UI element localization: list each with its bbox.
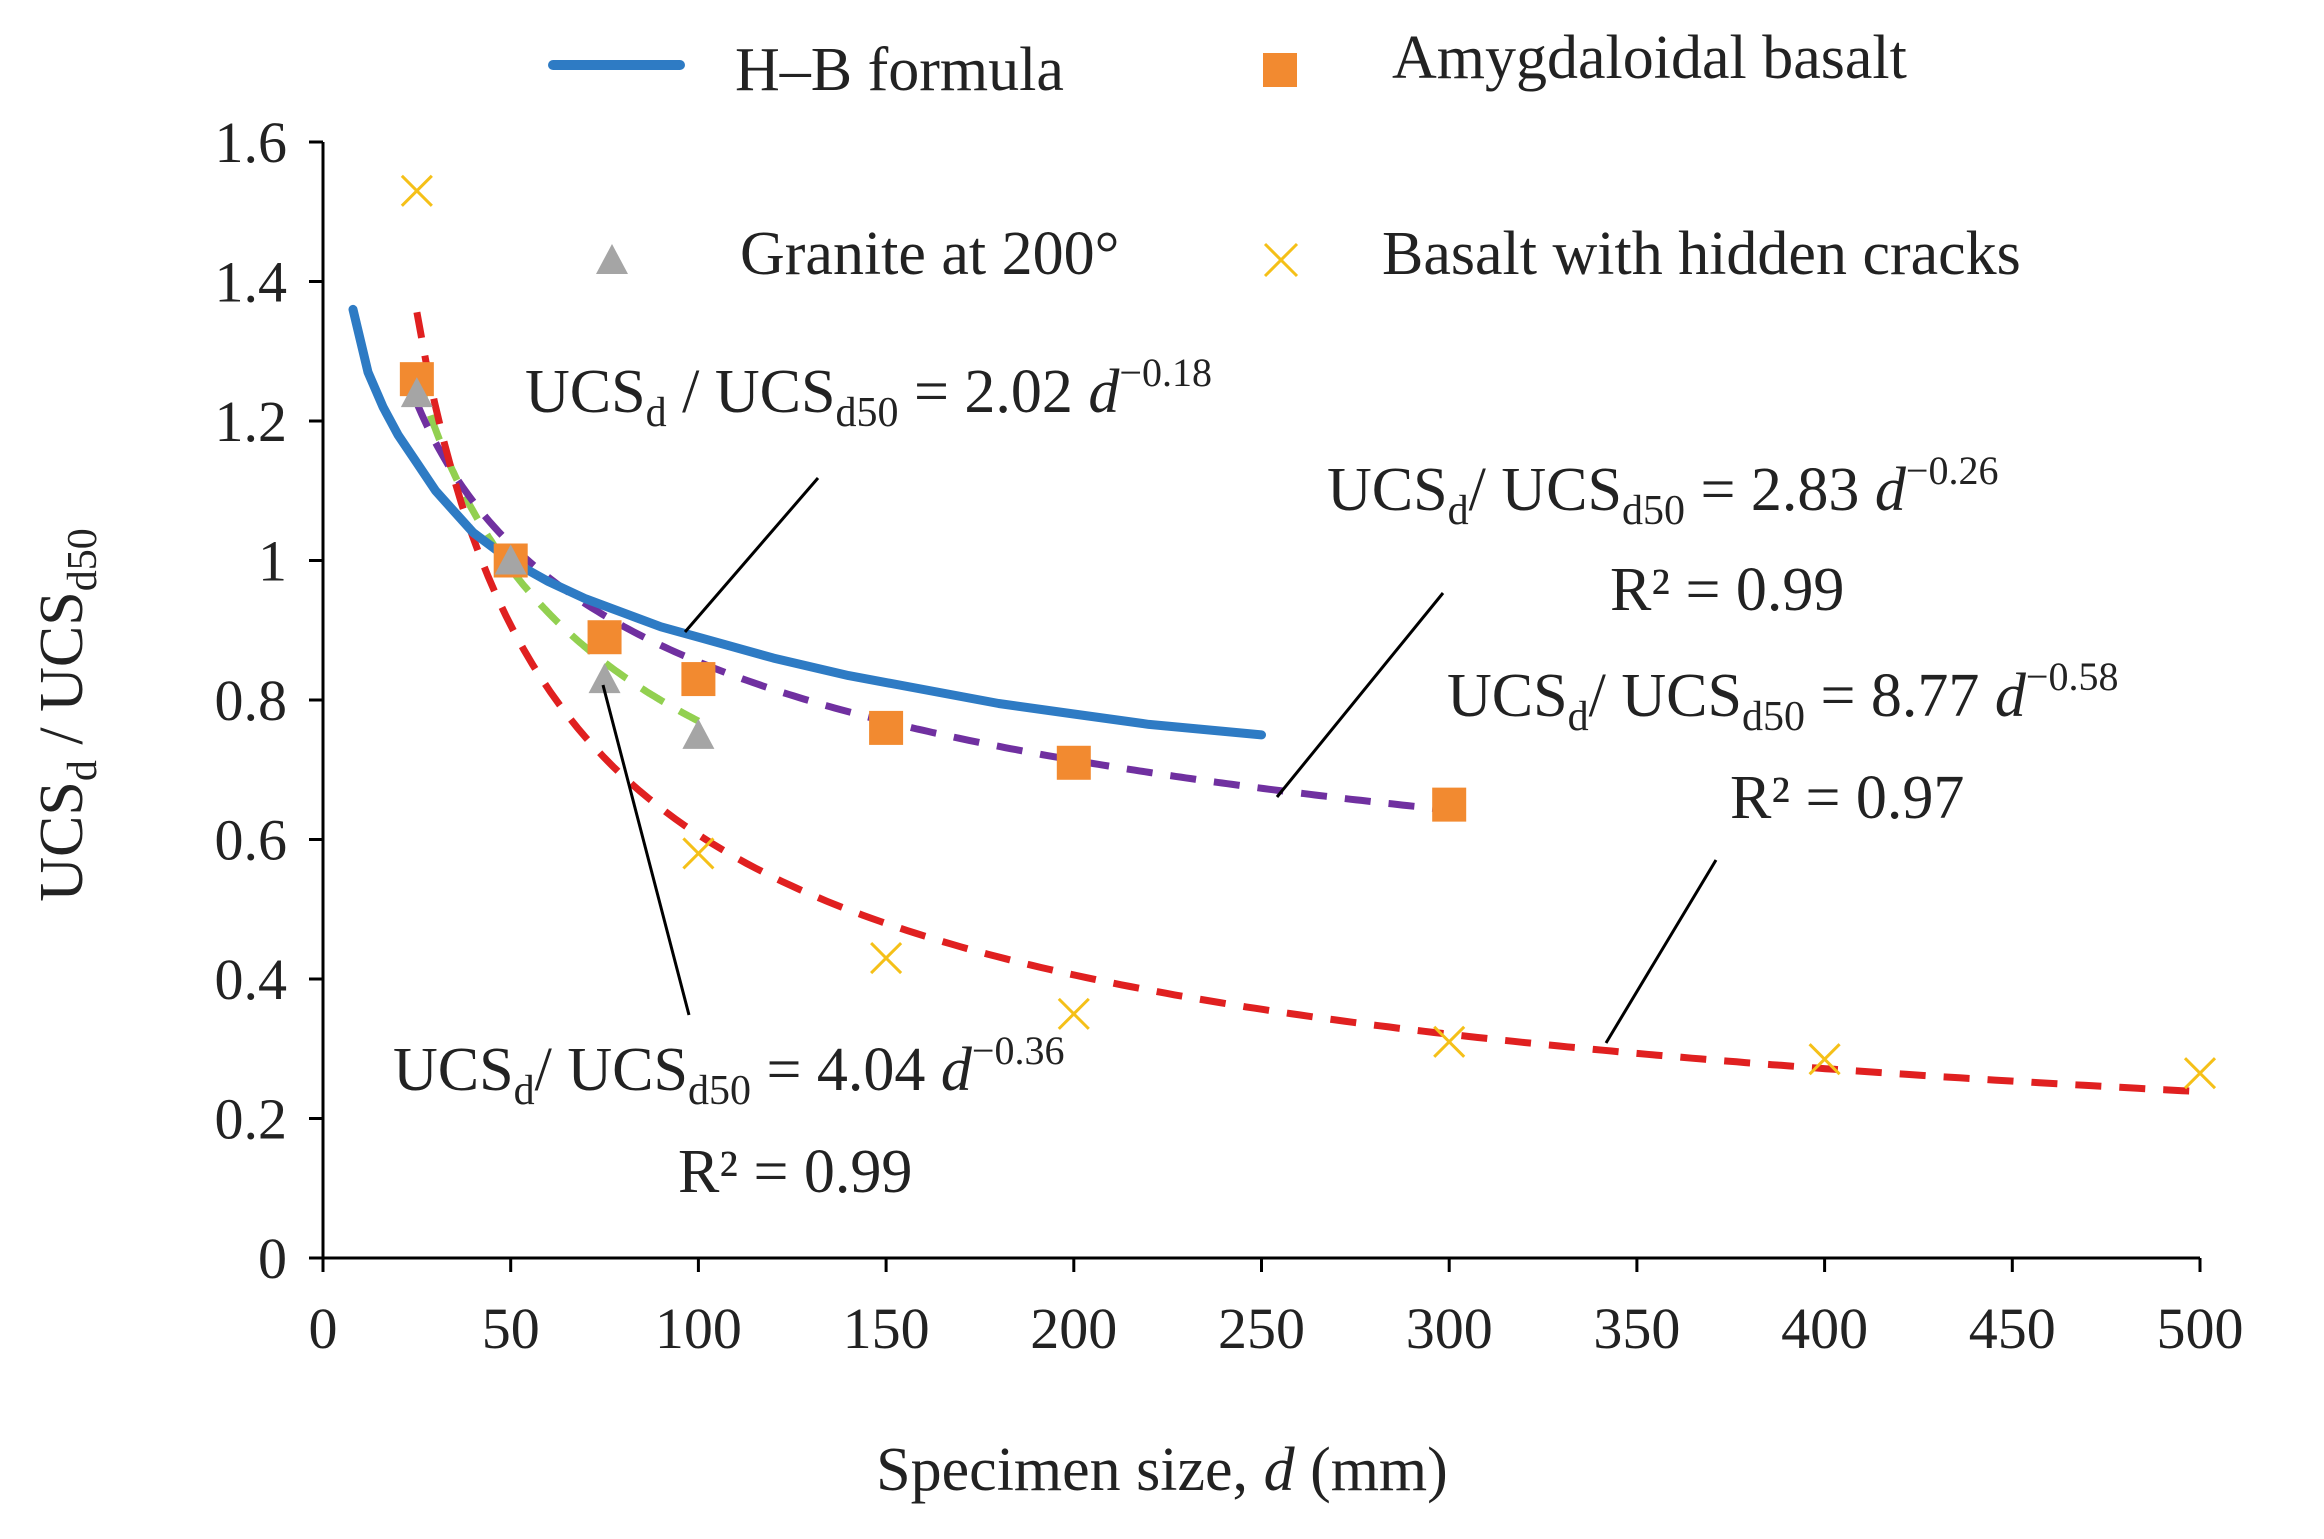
legend-amygdaloidal-swatch (1263, 53, 1297, 87)
r2-hidden-cracks: R² = 0.97 (1730, 764, 1964, 832)
amygdaloidal-basalt-point (587, 620, 622, 655)
y-axis-ticks: 0 0.2 0.4 0.6 0.8 1 1.2 1.4 1.6 (215, 110, 323, 1291)
hidden-cracks-point (870, 942, 903, 975)
hidden-cracks-point (1433, 1025, 1466, 1058)
leader-hb (683, 477, 820, 633)
y-tick-label: 0.2 (215, 1087, 288, 1152)
legend-hidden-cracks-label: Basalt with hidden cracks (1382, 220, 2021, 288)
granite-200-point (400, 377, 433, 408)
x-tick-label: 0 (309, 1296, 338, 1361)
granite-200-point (682, 718, 715, 749)
x-axis-title: Specimen size, d (mm) (876, 1436, 1448, 1504)
leader-granite (601, 684, 691, 1016)
hidden-cracks-point (1057, 997, 1090, 1030)
amygdaloidal-basalt-point (1432, 787, 1467, 822)
y-tick-label: 1.2 (215, 389, 288, 454)
x-tick-label: 100 (655, 1296, 742, 1361)
y-tick-label: 0.8 (215, 668, 288, 733)
eq-amygdaloidal: UCSd/ UCSd50 = 2.83 d−0.26 (1327, 448, 1998, 534)
fit-lines (413, 311, 2201, 1096)
legend-hb-label: H–B formula (735, 36, 1064, 104)
y-axis-title: UCSd / UCSd50 (28, 528, 106, 901)
y-tick-label: 1.4 (215, 250, 288, 315)
hidden-cracks-fit-curve (413, 311, 2201, 1096)
hb-formula-line (348, 304, 1266, 740)
hidden-cracks-point (2183, 1057, 2217, 1090)
y-tick-label: 0.6 (215, 808, 288, 873)
x-tick-label: 200 (1030, 1296, 1117, 1361)
y-tick-label: 0.4 (215, 947, 288, 1012)
equation-annotations: UCSd / UCSd50 = 2.02 d−0.18 UCSd/ UCSd50… (393, 350, 2118, 1206)
legend-granite-swatch (596, 244, 628, 274)
hidden-cracks-point (1808, 1043, 1841, 1076)
leader-hidden-cracks (1604, 859, 1718, 1044)
granite-200-point (588, 663, 621, 694)
hb-formula-curve (348, 304, 1266, 740)
hidden-cracks-point (400, 174, 433, 207)
eq-granite: UCSd/ UCSd50 = 4.04 d−0.36 (393, 1028, 1064, 1114)
x-tick-label: 300 (1406, 1296, 1493, 1361)
r2-granite: R² = 0.99 (678, 1138, 912, 1206)
legend-amygdaloidal-label: Amygdaloidal basalt (1392, 24, 1907, 92)
y-tick-label: 1.6 (215, 110, 288, 175)
amygdaloidal-fit-curve (413, 401, 1450, 814)
x-tick-label: 250 (1218, 1296, 1305, 1361)
amygdaloidal-basalt-point (869, 710, 904, 745)
leader-amygdaloidal (1275, 592, 1445, 798)
annotation-leaders (601, 477, 1718, 1044)
x-tick-label: 400 (1781, 1296, 1868, 1361)
legend-hidden-cracks-swatch (1263, 242, 1299, 278)
y-tick-label: 1 (258, 529, 287, 594)
x-tick-label: 150 (843, 1296, 930, 1361)
x-tick-label: 350 (1593, 1296, 1680, 1361)
x-tick-label: 450 (1969, 1296, 2056, 1361)
eq-hidden-cracks: UCSd/ UCSd50 = 8.77 d−0.58 (1447, 654, 2118, 740)
x-axis-ticks: 0 50 100 150 200 250 300 350 400 450 500 (309, 1258, 2244, 1361)
amygdaloidal-basalt-point (1056, 745, 1091, 780)
eq-hb: UCSd / UCSd50 = 2.02 d−0.18 (525, 350, 1212, 436)
legend: H–B formula Amygdaloidal basalt Granite … (548, 24, 2021, 288)
hidden-cracks-point (682, 837, 715, 870)
x-tick-label: 500 (2157, 1296, 2244, 1361)
x-tick-label: 50 (482, 1296, 540, 1361)
amygdaloidal-basalt-point (681, 662, 716, 697)
granite-200-point (494, 544, 527, 575)
y-tick-label: 0 (258, 1226, 287, 1291)
granite-fit-curve (413, 372, 701, 725)
data-markers (399, 174, 2217, 1090)
legend-granite-label: Granite at 200° (740, 220, 1119, 288)
r2-amygdaloidal: R² = 0.99 (1610, 556, 1844, 624)
